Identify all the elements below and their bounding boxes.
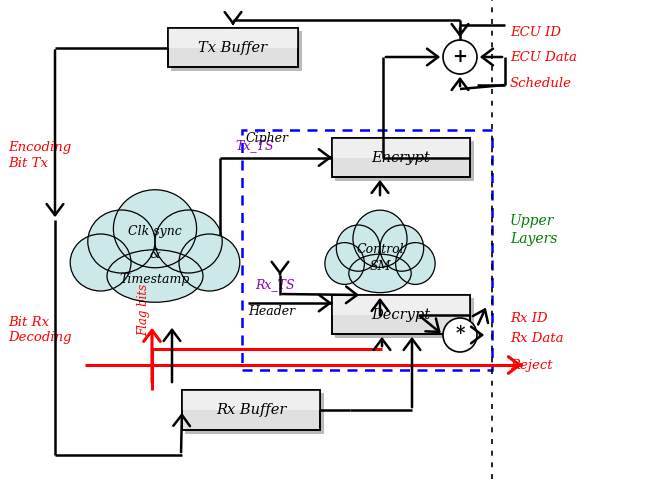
Text: Header: Header <box>248 305 295 318</box>
FancyBboxPatch shape <box>335 298 473 337</box>
FancyBboxPatch shape <box>168 28 298 67</box>
Ellipse shape <box>396 242 435 285</box>
FancyBboxPatch shape <box>332 295 470 315</box>
Text: Rx_TS: Rx_TS <box>255 278 294 291</box>
Text: SM: SM <box>369 260 391 274</box>
Ellipse shape <box>179 234 240 291</box>
Text: Timestamp: Timestamp <box>120 273 190 285</box>
FancyBboxPatch shape <box>171 31 301 70</box>
Text: Tx Buffer: Tx Buffer <box>198 41 268 55</box>
Text: Tx_TS: Tx_TS <box>235 139 274 152</box>
FancyBboxPatch shape <box>168 28 298 47</box>
Text: Clk sync: Clk sync <box>128 225 182 238</box>
Text: ECU ID: ECU ID <box>510 25 561 38</box>
Text: *: * <box>455 325 465 343</box>
Text: Encrypt: Encrypt <box>372 150 430 164</box>
FancyBboxPatch shape <box>335 141 473 180</box>
Circle shape <box>443 40 477 74</box>
Text: Cipher: Cipher <box>246 132 289 145</box>
Text: Rx Data: Rx Data <box>510 331 564 344</box>
Text: ECU Data: ECU Data <box>510 50 577 64</box>
FancyBboxPatch shape <box>332 295 470 334</box>
Ellipse shape <box>113 190 196 268</box>
Text: Encoding
Bit Tx: Encoding Bit Tx <box>8 140 72 170</box>
FancyBboxPatch shape <box>332 138 470 158</box>
FancyBboxPatch shape <box>182 390 320 410</box>
Ellipse shape <box>155 210 222 273</box>
Text: +: + <box>452 48 467 66</box>
Text: Schedule: Schedule <box>510 77 572 90</box>
Ellipse shape <box>349 254 411 293</box>
FancyBboxPatch shape <box>182 390 320 430</box>
Ellipse shape <box>353 210 407 267</box>
Ellipse shape <box>325 242 365 285</box>
Ellipse shape <box>336 225 380 271</box>
Text: Reject: Reject <box>510 358 552 372</box>
Text: Rx ID: Rx ID <box>510 311 547 324</box>
Text: Rx Buffer: Rx Buffer <box>216 403 286 417</box>
Text: Flag bits: Flag bits <box>138 284 151 336</box>
FancyBboxPatch shape <box>332 138 470 177</box>
Text: Bit Rx
Decoding: Bit Rx Decoding <box>8 316 72 344</box>
Text: &: & <box>150 249 161 262</box>
Circle shape <box>443 318 477 352</box>
Bar <box>242 130 492 370</box>
Ellipse shape <box>70 234 131 291</box>
Ellipse shape <box>88 210 155 273</box>
FancyBboxPatch shape <box>185 393 323 433</box>
Text: Decrypt: Decrypt <box>371 308 430 321</box>
Text: Upper
Layers: Upper Layers <box>510 214 558 246</box>
Ellipse shape <box>107 250 203 302</box>
Ellipse shape <box>380 225 424 271</box>
Text: Control: Control <box>356 243 404 256</box>
